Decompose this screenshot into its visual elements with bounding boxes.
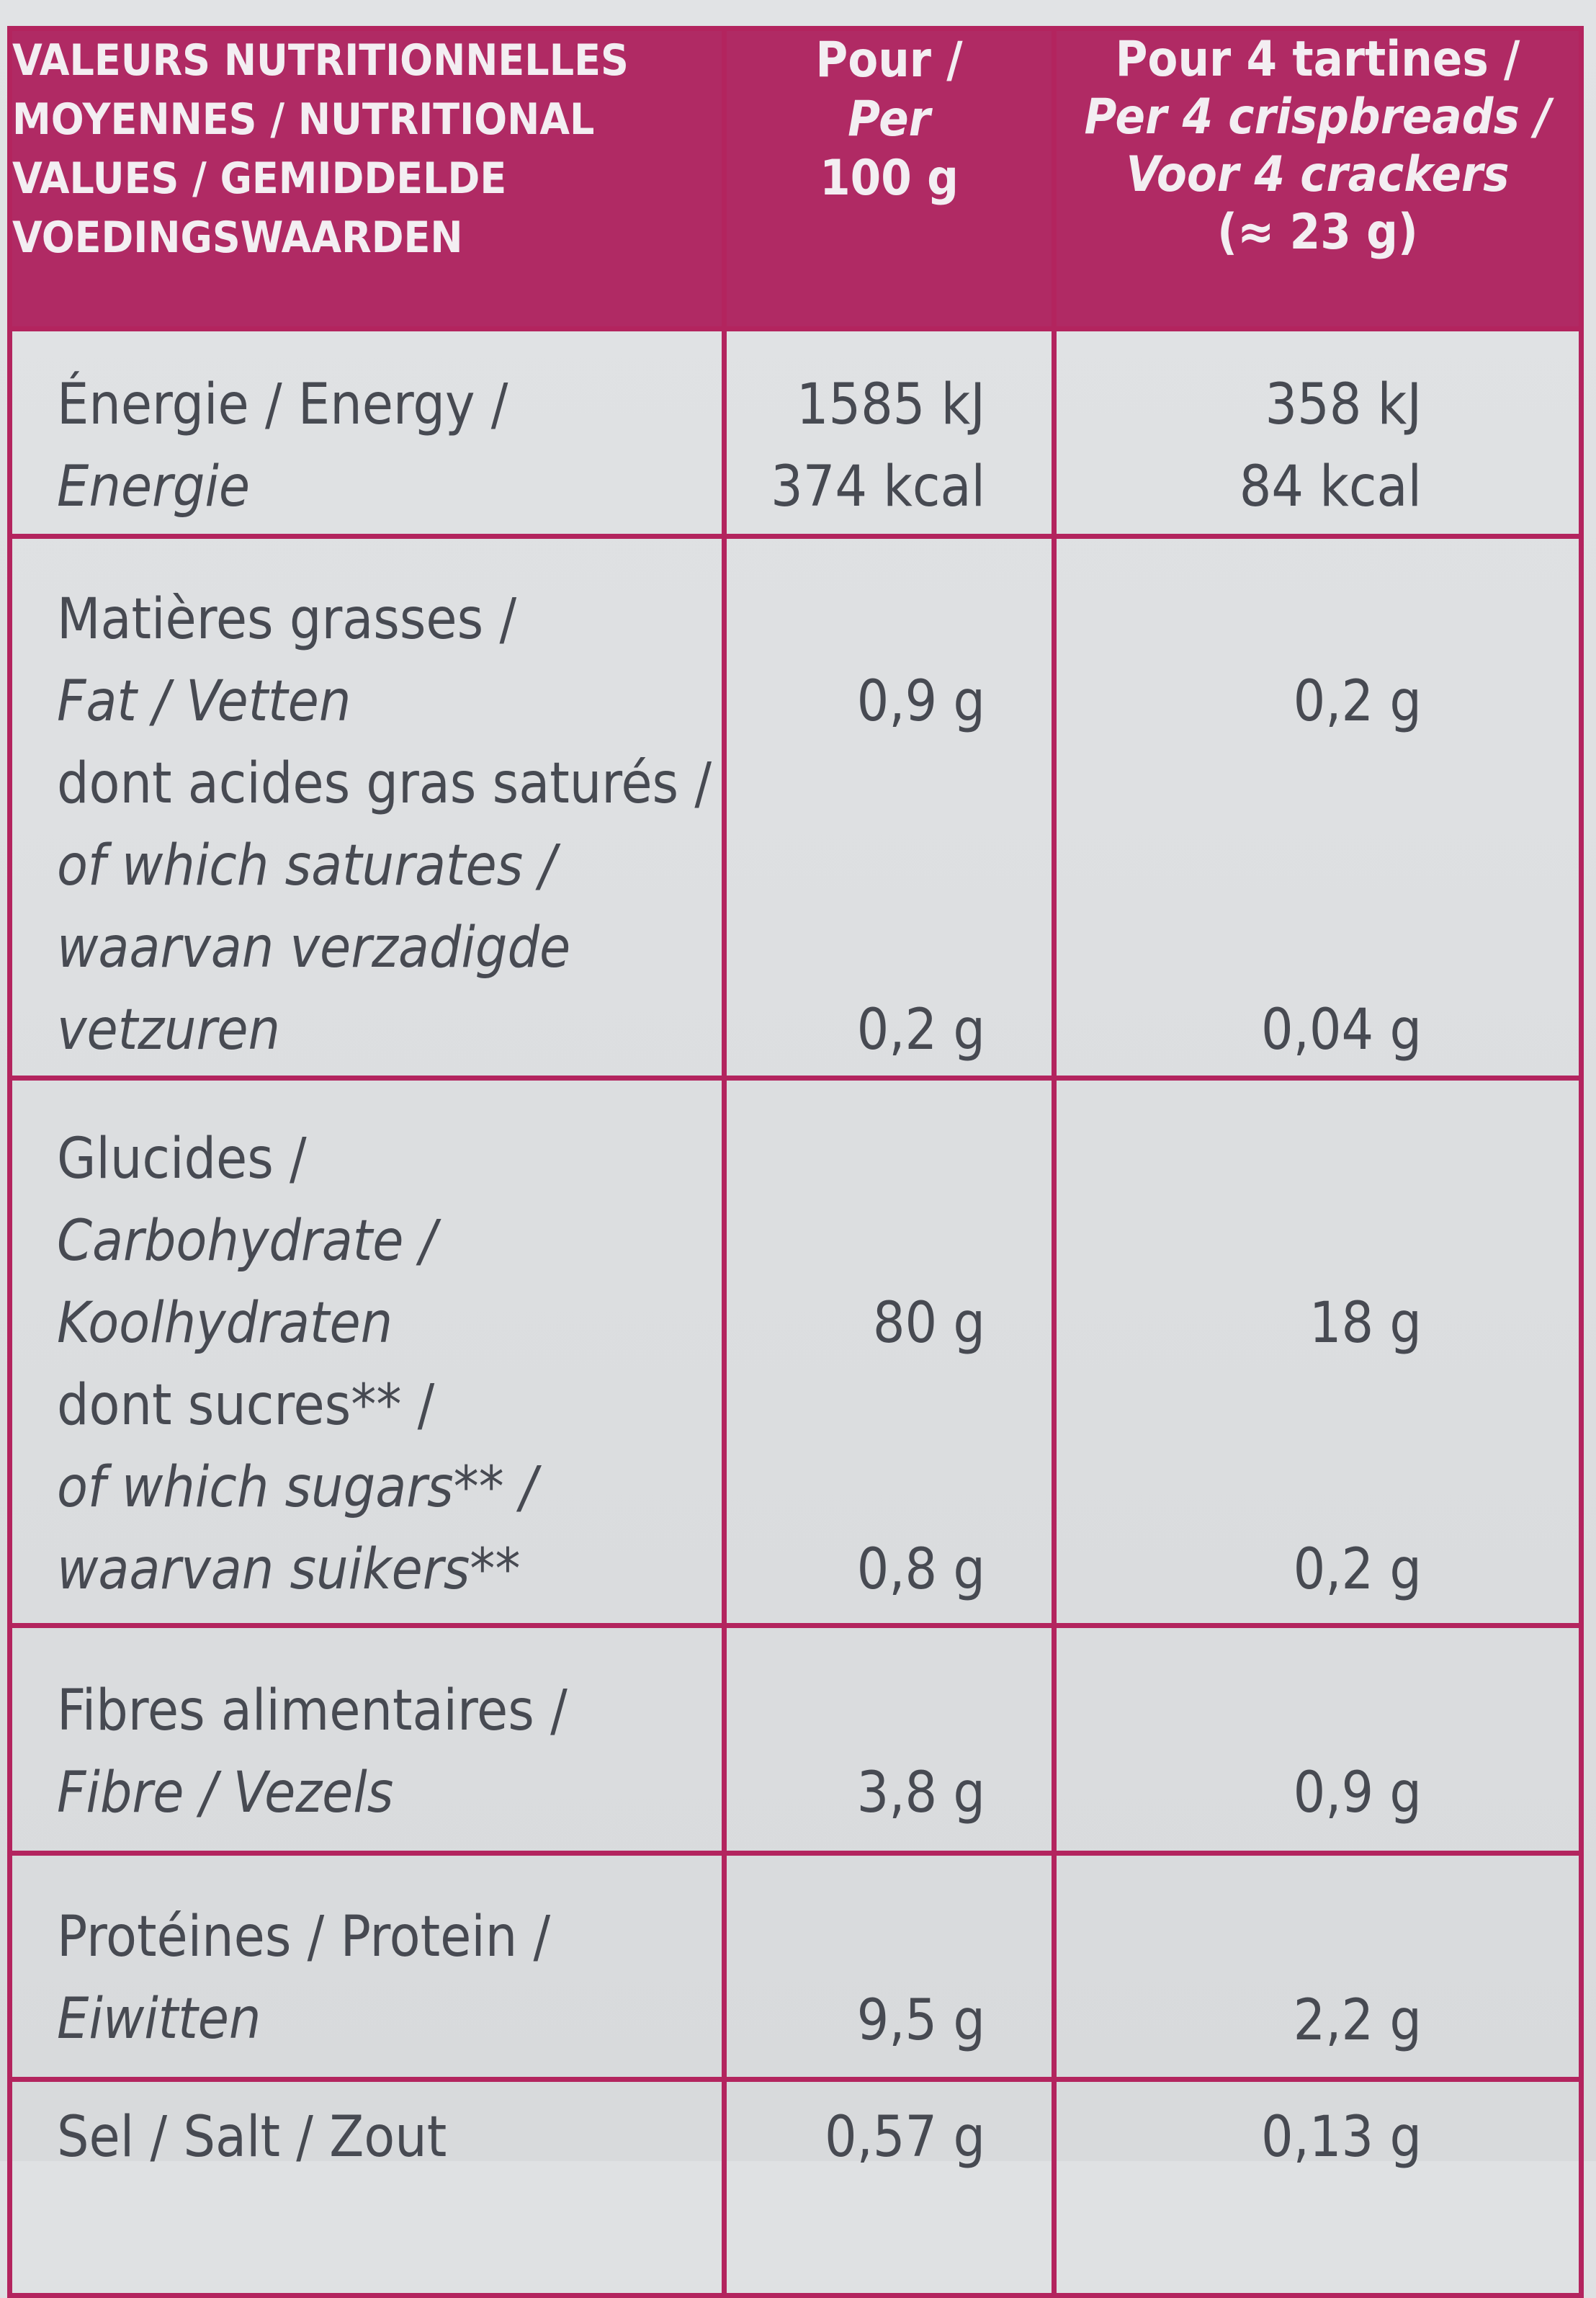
energy-portion-kj: 358 kJ xyxy=(1265,372,1422,437)
salt-label-line: Sel / Salt / Zout xyxy=(57,2105,447,2170)
sugars-label-line: of which sugars** / xyxy=(57,1455,537,1520)
header-title-line: VOEDINGSWAARDEN xyxy=(12,213,463,263)
fibre-label-line: Fibres alimentaires / xyxy=(57,1678,568,1743)
saturates-label-line: vetzuren xyxy=(57,998,281,1063)
sugars-label-line: dont sucres** / xyxy=(57,1373,435,1438)
fat-label-line: Fat / Vetten xyxy=(57,669,351,734)
fat-portion-value: 0,2 g xyxy=(1293,669,1422,734)
table-row-carbohydrate: Glucides / Carbohydrate / Koolhydraten d… xyxy=(7,1076,1584,1628)
salt-portion-cell: 0,13 g xyxy=(1052,2077,1584,2298)
fibre-portion-value: 0,9 g xyxy=(1293,1761,1422,1825)
table-row-protein: Protéines / Protein / Eiwitten 9,5 g 2,2… xyxy=(7,1851,1584,2082)
energy-label-line: Énergie / Energy / xyxy=(57,372,508,437)
protein-label: Protéines / Protein / Eiwitten xyxy=(7,1851,727,2082)
table-row-fibre: Fibres alimentaires / Fibre / Vezels 3,8… xyxy=(7,1623,1584,1856)
fat-per100-cell: 0,9 g 0,2 g xyxy=(722,534,1057,1081)
protein-per100-cell: 9,5 g xyxy=(722,1851,1057,2082)
table-header-row: VALEURS NUTRITIONNELLES MOYENNES / NUTRI… xyxy=(7,26,1584,331)
energy-label-line: Energie xyxy=(57,455,251,519)
carbohydrate-label: Glucides / Carbohydrate / Koolhydraten d… xyxy=(7,1076,727,1628)
carbohydrate-portion-cell: 18 g 0,2 g xyxy=(1052,1076,1584,1628)
fat-per100-value: 0,9 g xyxy=(856,669,985,734)
protein-portion-cell: 2,2 g xyxy=(1052,1851,1584,2082)
energy-per100-kj: 1585 kJ xyxy=(796,372,985,437)
fibre-label: Fibres alimentaires / Fibre / Vezels xyxy=(7,1623,727,1856)
carbohydrate-per100-cell: 80 g 0,8 g xyxy=(722,1076,1057,1628)
salt-per100-value: 0,57 g xyxy=(824,2105,985,2170)
header-title-line: VALUES / GEMIDDELDE xyxy=(12,153,507,204)
saturates-label-line: of which saturates / xyxy=(57,833,557,898)
protein-label-line: Eiwitten xyxy=(57,1987,261,2052)
fat-label-line: Matières grasses / xyxy=(57,587,517,652)
nutrition-table: VALEURS NUTRITIONNELLES MOYENNES / NUTRI… xyxy=(7,26,1584,2298)
header-per100-line: 100 g xyxy=(820,150,959,207)
energy-portion-kcal: 84 kcal xyxy=(1239,455,1422,519)
sugars-portion-value: 0,2 g xyxy=(1293,1537,1422,1602)
table-row-energy: Énergie / Energy / Energie 1585 kJ 374 k… xyxy=(7,326,1584,539)
header-portion-line: Voor 4 crackers xyxy=(1126,146,1510,203)
header-per100-line: Pour / xyxy=(815,32,963,89)
header-per100-line: Per xyxy=(848,91,931,148)
fat-portion-cell: 0,2 g 0,04 g xyxy=(1052,534,1584,1081)
fibre-per100-value: 3,8 g xyxy=(856,1761,985,1825)
protein-label-line: Protéines / Protein / xyxy=(57,1905,551,1970)
fat-label: Matières grasses / Fat / Vetten dont aci… xyxy=(7,534,727,1081)
table-row-fat: Matières grasses / Fat / Vetten dont aci… xyxy=(7,534,1584,1081)
saturates-label-line: waarvan verzadigde xyxy=(57,916,571,980)
sugars-label-line: waarvan suikers** xyxy=(57,1537,521,1602)
header-title-line: MOYENNES / NUTRITIONAL xyxy=(12,94,595,145)
carbohydrate-label-line: Koolhydraten xyxy=(57,1291,393,1356)
sugars-per100-value: 0,8 g xyxy=(856,1537,985,1602)
energy-portion-cell: 358 kJ 84 kcal xyxy=(1052,326,1584,539)
table-row-salt: Sel / Salt / Zout 0,57 g 0,13 g xyxy=(7,2077,1584,2298)
header-per-100g: Pour / Per 100 g xyxy=(722,26,1057,331)
carbohydrate-portion-value: 18 g xyxy=(1309,1291,1422,1356)
energy-label: Énergie / Energy / Energie xyxy=(7,326,727,539)
energy-per100-cell: 1585 kJ 374 kcal xyxy=(722,326,1057,539)
saturates-portion-value: 0,04 g xyxy=(1260,998,1422,1063)
saturates-per100-value: 0,2 g xyxy=(856,998,985,1063)
salt-per100-cell: 0,57 g xyxy=(722,2077,1057,2298)
energy-per100-kcal: 374 kcal xyxy=(771,455,985,519)
header-nutritional-values: VALEURS NUTRITIONNELLES MOYENNES / NUTRI… xyxy=(7,26,727,331)
header-portion-line: (≈ 23 g) xyxy=(1217,204,1418,261)
saturates-label-line: dont acides gras saturés / xyxy=(57,751,712,816)
protein-per100-value: 9,5 g xyxy=(856,1988,985,2053)
salt-portion-value: 0,13 g xyxy=(1260,2105,1422,2170)
header-portion-line: Pour 4 tartines / xyxy=(1115,31,1520,89)
fibre-portion-cell: 0,9 g xyxy=(1052,1623,1584,1856)
header-per-portion: Pour 4 tartines / Per 4 crispbreads / Vo… xyxy=(1052,26,1584,331)
fibre-per100-cell: 3,8 g xyxy=(722,1623,1057,1856)
header-portion-line: Per 4 crispbreads / xyxy=(1084,89,1551,146)
fibre-label-line: Fibre / Vezels xyxy=(57,1761,394,1825)
header-title-line: VALEURS NUTRITIONNELLES xyxy=(12,35,629,86)
protein-portion-value: 2,2 g xyxy=(1293,1988,1422,2053)
carbohydrate-label-line: Glucides / xyxy=(57,1127,307,1192)
carbohydrate-per100-value: 80 g xyxy=(872,1291,985,1356)
salt-label: Sel / Salt / Zout xyxy=(7,2077,727,2298)
carbohydrate-label-line: Carbohydrate / xyxy=(57,1209,437,1274)
